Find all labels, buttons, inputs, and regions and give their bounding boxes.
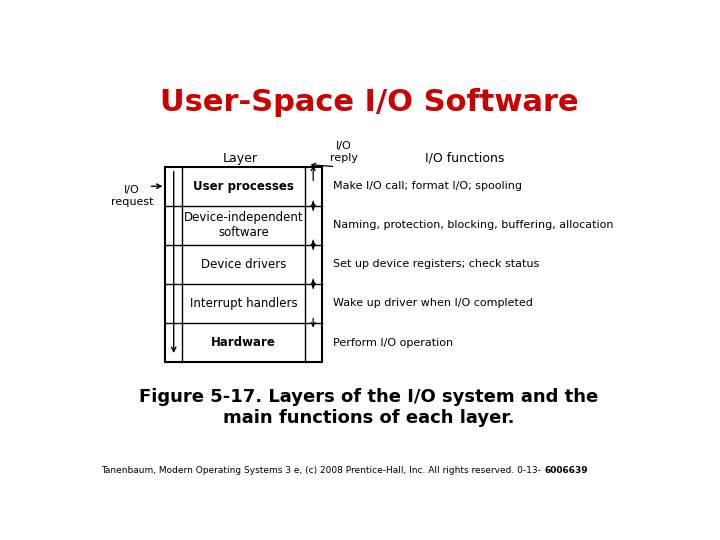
Text: 6006639: 6006639 bbox=[545, 465, 588, 475]
Text: Layer: Layer bbox=[223, 152, 258, 165]
Text: I/O
request: I/O request bbox=[111, 185, 153, 207]
Text: Tanenbaum, Modern Operating Systems 3 e, (c) 2008 Prentice-Hall, Inc. All rights: Tanenbaum, Modern Operating Systems 3 e,… bbox=[101, 465, 541, 475]
Text: Wake up driver when I/O completed: Wake up driver when I/O completed bbox=[333, 299, 533, 308]
Text: Interrupt handlers: Interrupt handlers bbox=[189, 297, 297, 310]
Text: I/O functions: I/O functions bbox=[425, 152, 504, 165]
Bar bbox=[166, 167, 322, 362]
Text: Hardware: Hardware bbox=[211, 336, 276, 349]
Text: Device-independent
software: Device-independent software bbox=[184, 211, 303, 239]
Text: Figure 5-17. Layers of the I/O system and the
main functions of each layer.: Figure 5-17. Layers of the I/O system an… bbox=[140, 388, 598, 427]
Text: User processes: User processes bbox=[193, 180, 294, 193]
Text: I/O
reply: I/O reply bbox=[330, 141, 358, 163]
Text: Device drivers: Device drivers bbox=[201, 258, 286, 271]
Text: Make I/O call; format I/O; spooling: Make I/O call; format I/O; spooling bbox=[333, 181, 522, 191]
Text: Set up device registers; check status: Set up device registers; check status bbox=[333, 259, 539, 269]
Text: Naming, protection, blocking, buffering, allocation: Naming, protection, blocking, buffering,… bbox=[333, 220, 613, 230]
Text: User-Space I/O Software: User-Space I/O Software bbox=[160, 87, 578, 117]
Text: Perform I/O operation: Perform I/O operation bbox=[333, 338, 453, 348]
